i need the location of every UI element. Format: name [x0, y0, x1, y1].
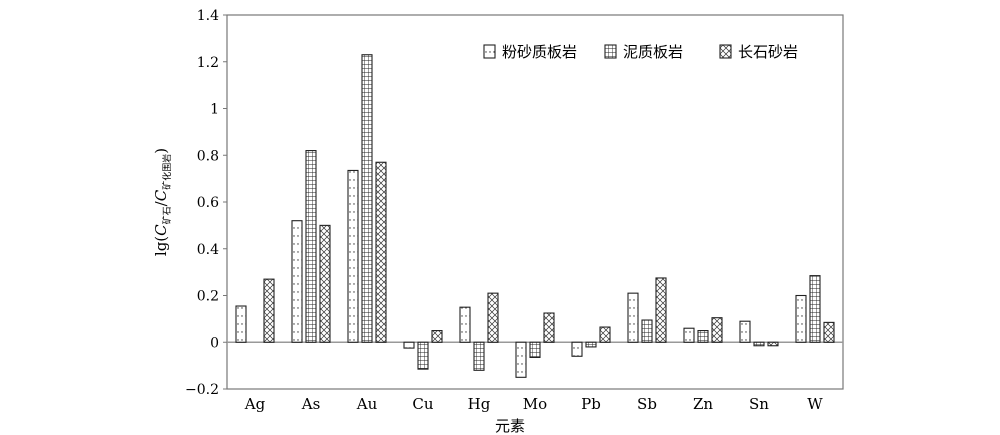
x-axis-title: 元素	[495, 417, 525, 435]
y-tick-label: 1	[210, 102, 219, 118]
bar-pb-series-1	[571, 341, 583, 357]
legend-swatch-2	[604, 44, 617, 59]
bar-sb-series-1	[627, 292, 639, 343]
bar-w-series-3	[823, 321, 835, 343]
bar-cu-series-2	[417, 341, 429, 370]
y-tick-label: 0.4	[197, 242, 219, 258]
bar-sn-series-2	[753, 341, 765, 347]
bar-au-series-1	[347, 169, 359, 343]
y-tick-label: 1.2	[197, 55, 219, 71]
bar-zn-series-2	[697, 330, 709, 343]
bar-as-series-2	[305, 150, 317, 343]
bar-sn-series-3	[767, 341, 779, 347]
bar-w-series-2	[809, 275, 821, 343]
y-axis-title: lg(C矿石/C矿化围岩)	[152, 148, 173, 256]
x-tick-label: Pb	[581, 395, 601, 413]
bar-hg-series-1	[459, 306, 471, 343]
y-axis-title-close: )	[152, 148, 170, 154]
legend: 粉砂质板岩 泥质板岩 长石砂岩	[483, 43, 798, 61]
bar-au-series-2	[361, 54, 373, 343]
y-tick-label: 0.2	[197, 289, 219, 305]
legend-label-1: 粉砂质板岩	[502, 43, 577, 61]
x-tick-label: Mo	[523, 395, 547, 413]
x-tick-label: Cu	[412, 395, 433, 413]
y-tick-label: 0.6	[197, 195, 219, 211]
x-tick-label: Hg	[468, 395, 491, 413]
legend-swatch-1	[483, 44, 496, 59]
x-tick-label: Sn	[749, 395, 769, 413]
x-tick-label: W	[807, 395, 823, 413]
y-tick-label: 0.8	[197, 148, 219, 164]
y-tick-label: 0	[210, 335, 219, 351]
bars	[235, 54, 835, 378]
bar-sn-series-1	[739, 320, 751, 343]
bar-hg-series-2	[473, 341, 485, 371]
bar-cu-series-3	[431, 330, 443, 343]
x-axis: Ag As Au Cu Hg Mo Pb Sb Zn Sn W	[244, 395, 824, 413]
y-tick-label: −0.2	[185, 382, 219, 398]
legend-swatch-3	[719, 44, 732, 59]
bar-ag-series-1	[235, 305, 247, 343]
bar-ag-series-3	[263, 278, 275, 343]
bar-as-series-1	[291, 220, 303, 343]
bar-cu-series-1	[403, 341, 415, 349]
y-axis: −0.2 0 0.2 0.4 0.6 0.8 1 1.2 1.4	[185, 8, 227, 398]
bar-sb-series-2	[641, 319, 653, 343]
plot-frame	[226, 14, 844, 390]
x-tick-label: Sb	[637, 395, 657, 413]
bar-pb-series-2	[585, 341, 597, 348]
y-axis-title-c1-sub: 矿石	[161, 206, 173, 224]
bar-zn-series-3	[711, 317, 723, 343]
x-tick-label: As	[301, 395, 321, 413]
y-axis-title-c2-sub: 矿化围岩	[161, 154, 173, 190]
bar-hg-series-3	[487, 292, 499, 343]
x-tick-label: Ag	[244, 395, 266, 413]
bar-au-series-3	[375, 161, 387, 343]
bar-mo-series-1	[515, 341, 527, 378]
bar-mo-series-2	[529, 341, 541, 358]
bar-w-series-1	[795, 294, 807, 343]
bar-zn-series-1	[683, 327, 695, 343]
legend-label-2: 泥质板岩	[623, 43, 683, 61]
bar-pb-series-3	[599, 326, 611, 343]
y-axis-title-c2: C	[152, 189, 170, 201]
x-tick-label: Au	[356, 395, 378, 413]
legend-label-3: 长石砂岩	[738, 43, 798, 61]
y-axis-title-sep: /	[152, 200, 170, 206]
bar-sb-series-3	[655, 277, 667, 343]
x-tick-label: Zn	[693, 395, 713, 413]
bar-as-series-3	[319, 224, 331, 343]
y-axis-title-c1: C	[152, 224, 170, 236]
y-axis-title-base: lg(	[152, 236, 170, 256]
bar-mo-series-3	[543, 312, 555, 343]
y-tick-label: 1.4	[197, 8, 219, 24]
